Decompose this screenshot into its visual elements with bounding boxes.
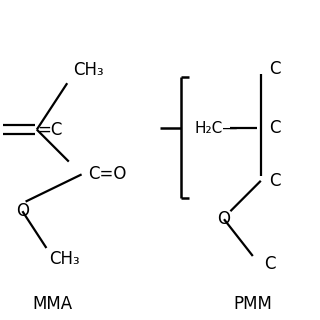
Text: C=O: C=O	[88, 165, 126, 183]
Text: CH₃: CH₃	[49, 250, 79, 268]
Text: H₂C—: H₂C—	[194, 121, 238, 135]
Text: =C: =C	[37, 121, 62, 139]
Text: PMM: PMM	[233, 295, 272, 313]
Text: CH₃: CH₃	[73, 61, 103, 79]
Text: C: C	[264, 255, 276, 273]
Text: C: C	[269, 60, 280, 78]
Text: O: O	[218, 210, 230, 228]
Text: O: O	[16, 202, 29, 220]
Text: C: C	[269, 172, 280, 190]
Text: C: C	[269, 119, 280, 137]
Text: MMA: MMA	[33, 295, 73, 313]
